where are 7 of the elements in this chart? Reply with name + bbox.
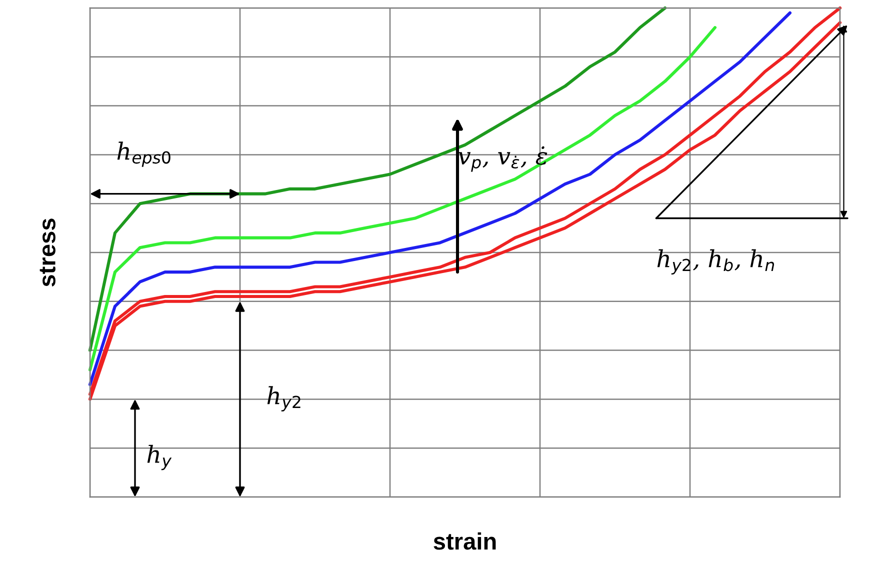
annotation: v$_{p}$, v$_{ε̇}$, ε̇ bbox=[458, 146, 548, 172]
annotation: h$_{eps0}$ bbox=[117, 142, 170, 167]
y-axis-title: stress bbox=[40, 218, 56, 286]
x-axis-title: strain bbox=[434, 532, 496, 550]
annotation: h$_{y2}$ bbox=[267, 386, 300, 412]
annotation: h$_{y2}$, h$_{b}$, h$_{n}$ bbox=[657, 249, 774, 274]
annotation: h$_{y}$ bbox=[147, 444, 172, 470]
